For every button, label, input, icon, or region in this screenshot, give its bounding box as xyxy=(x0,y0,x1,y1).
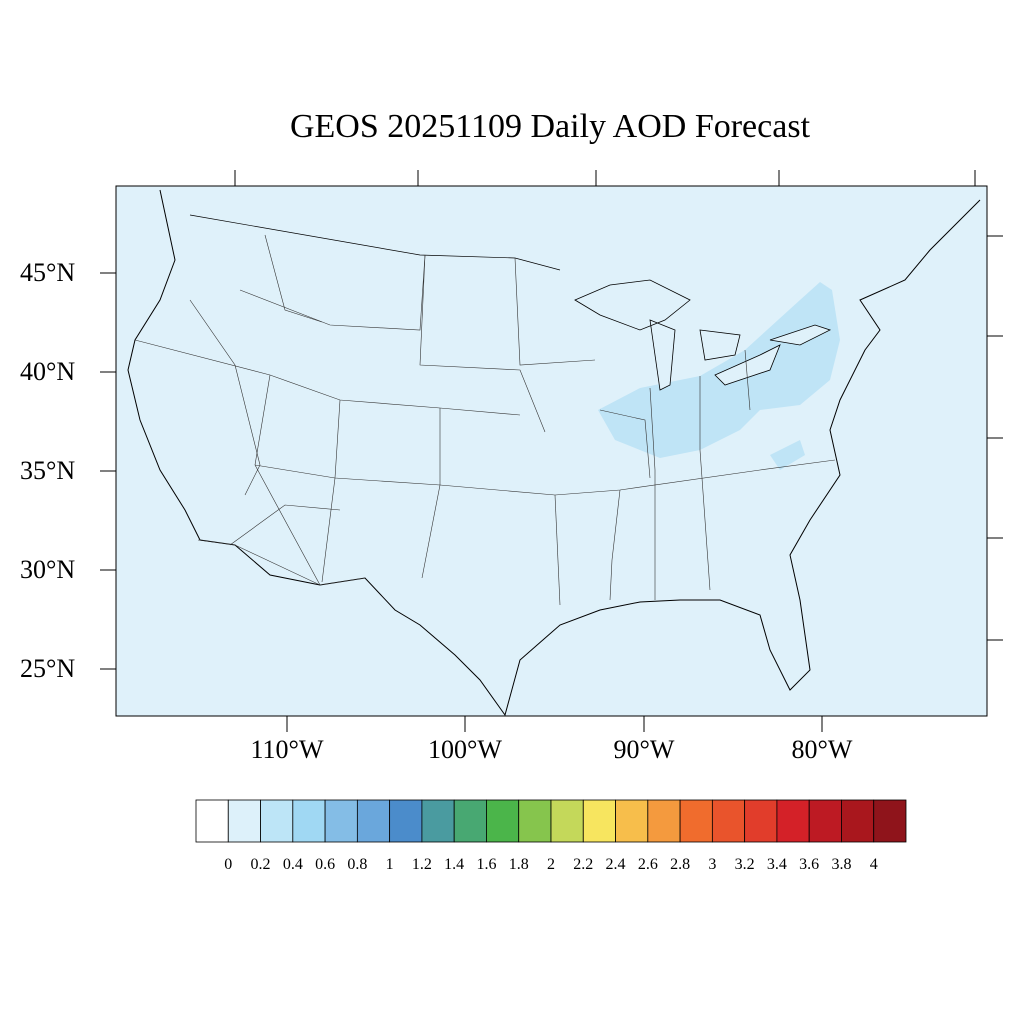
colorbar-tick-label: 3.4 xyxy=(766,856,787,873)
colorbar-swatch xyxy=(389,799,423,843)
colorbar-swatch xyxy=(518,799,552,843)
lat-label-40: 40°N xyxy=(20,357,76,386)
colorbar-tick-label: 2.8 xyxy=(670,856,691,873)
colorbar-swatch xyxy=(679,799,713,843)
colorbar-swatch xyxy=(486,799,520,843)
colorbar-swatch xyxy=(711,799,746,843)
colorbar-tick-label: 1.6 xyxy=(476,856,497,873)
great-lakes xyxy=(574,279,832,391)
colorbar-swatch xyxy=(550,799,584,843)
aod-plume xyxy=(598,282,840,458)
colorbar-tick-label: 2 xyxy=(547,856,555,873)
colorbar-tick-label: 0.2 xyxy=(250,856,271,873)
state-lines xyxy=(134,234,836,606)
colorbar-swatch xyxy=(292,799,326,843)
colorbar-tick-label: 0.8 xyxy=(347,856,368,873)
colorbar-swatch xyxy=(421,799,455,843)
map-title: GEOS 20251109 Daily AOD Forecast xyxy=(289,108,811,145)
colorbar-tick-label: 3.2 xyxy=(734,856,755,873)
colorbar xyxy=(195,799,907,843)
map-panel xyxy=(115,185,988,717)
axis-ticks xyxy=(100,170,1003,732)
lon-label-110: 110°W xyxy=(250,735,324,764)
lat-label-30: 30°N xyxy=(20,555,76,584)
colorbar-swatch xyxy=(227,799,261,843)
colorbar-swatch xyxy=(776,799,810,843)
colorbar-swatch xyxy=(260,799,294,843)
colorbar-swatch xyxy=(195,799,229,843)
colorbar-swatch xyxy=(808,799,842,843)
colorbar-tick-label: 2.2 xyxy=(573,856,594,873)
aod-plume-secondary xyxy=(770,440,805,470)
colorbar-tick-label: 3 xyxy=(708,856,717,873)
colorbar-swatch xyxy=(356,799,391,843)
canada-border xyxy=(189,214,561,271)
colorbar-tick-label: 1.2 xyxy=(411,856,432,873)
colorbar-tick-label: 1.8 xyxy=(508,856,529,873)
lat-label-45: 45°N xyxy=(20,258,76,287)
lon-label-90: 90°W xyxy=(613,735,675,764)
colorbar-tick-label: 3.6 xyxy=(799,856,820,873)
colorbar-swatch xyxy=(647,799,681,843)
colorbar-swatch xyxy=(582,799,616,843)
colorbar-swatch xyxy=(841,799,875,843)
colorbar-tick-label: 0.6 xyxy=(315,856,336,873)
colorbar-tick-label: 0.4 xyxy=(282,856,303,873)
colorbar-swatch xyxy=(615,799,649,843)
colorbar-swatch xyxy=(744,799,778,843)
lon-label-80: 80°W xyxy=(791,735,853,764)
lat-label-25: 25°N xyxy=(20,654,76,683)
colorbar-tick-label: 1 xyxy=(385,856,394,873)
colorbar-swatch xyxy=(453,799,487,843)
colorbar-tick-label: 0 xyxy=(224,856,233,873)
lon-label-100: 100°W xyxy=(428,735,502,764)
colorbar-tick-label: 2.4 xyxy=(605,856,626,873)
colorbar-swatch xyxy=(873,799,907,843)
us-outline xyxy=(127,189,981,717)
colorbar-tick-label: 4 xyxy=(869,856,878,873)
lat-label-35: 35°N xyxy=(20,456,76,485)
colorbar-tick-label: 3.8 xyxy=(831,856,852,873)
colorbar-swatch xyxy=(324,799,358,843)
colorbar-tick-label: 1.4 xyxy=(444,856,465,873)
colorbar-tick-label: 2.6 xyxy=(637,856,658,873)
